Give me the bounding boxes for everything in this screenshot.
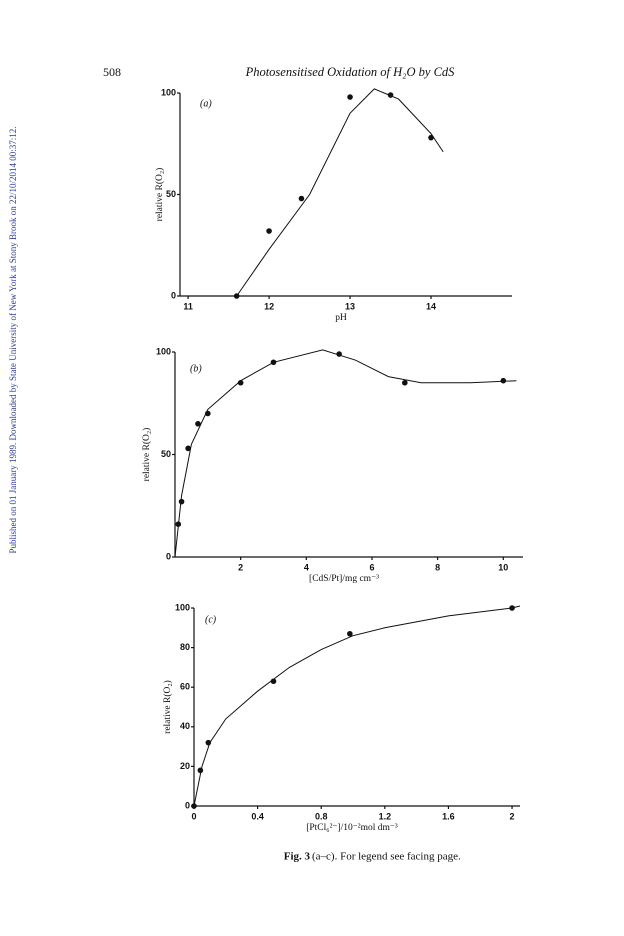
data-point (178, 498, 185, 505)
data-point (387, 92, 394, 98)
y-tick-label: 100 (175, 602, 190, 612)
x-tick-label: 11 (183, 301, 193, 311)
data-point (205, 410, 211, 417)
panel-label: (c) (205, 614, 217, 625)
x-tick-label: 4 (304, 562, 309, 572)
x-tick-label: 1.2 (379, 811, 392, 821)
x-tick-label: 14 (426, 301, 436, 311)
y-tick-label: 50 (166, 189, 176, 199)
data-point (191, 803, 197, 809)
x-tick-label: 0.8 (315, 811, 328, 821)
x-tick-label: 0.4 (251, 811, 264, 821)
data-point (175, 521, 182, 527)
y-tick-label: 0 (171, 290, 176, 300)
y-tick-label: 60 (180, 682, 190, 692)
y-tick-label: 20 (180, 761, 190, 771)
y-tick-label: 50 (161, 449, 171, 459)
data-point (500, 377, 507, 384)
data-point (336, 351, 342, 357)
x-tick-label: 6 (369, 562, 374, 572)
data-point (347, 630, 353, 637)
x-tick-label: 0 (191, 811, 196, 821)
x-tick-label: 12 (264, 301, 274, 311)
y-tick-label: 0 (166, 551, 171, 561)
x-tick-label: 13 (345, 301, 355, 311)
x-tick-label: 2 (510, 811, 515, 821)
data-point (270, 678, 277, 685)
y-axis-label: relative R(O₂) (162, 680, 173, 734)
panel-label: (b) (190, 363, 202, 374)
data-point (205, 739, 212, 746)
data-point (270, 359, 277, 366)
y-axis-label: relative R(O₂) (141, 428, 152, 482)
y-tick-label: 40 (180, 721, 190, 731)
page-number: 508 (103, 65, 121, 79)
y-tick-label: 80 (180, 642, 190, 652)
caption-label: Fig. 3 (284, 851, 311, 863)
side-note: Published on 01 January 1989. Downloaded… (8, 127, 18, 554)
x-tick-label: 8 (435, 562, 440, 572)
x-axis-label: [CdS/Pt]/mg cm⁻³ (309, 574, 379, 584)
x-tick-label: 10 (498, 562, 508, 572)
x-tick-label: 2 (238, 562, 243, 572)
fit-curve (174, 349, 517, 558)
data-point (266, 228, 272, 234)
data-point (347, 94, 353, 100)
y-tick-label: 0 (185, 800, 190, 810)
x-tick-label: 1.6 (442, 811, 455, 821)
x-axis-label: pH (335, 313, 347, 323)
panel-label: (a) (200, 98, 212, 109)
data-point (402, 379, 408, 386)
fit-curve (193, 605, 521, 807)
x-axis-label: [PtCl₆²⁻]/10⁻²mol dm⁻³ (306, 823, 398, 833)
y-axis-label: relative R(O₂) (154, 168, 165, 222)
running-title: Photosensitised Oxidation of H₂O by CdS (245, 65, 456, 79)
data-point (195, 420, 201, 427)
y-tick-label: 100 (156, 346, 171, 356)
data-point (237, 379, 244, 386)
y-tick-label: 100 (161, 87, 176, 97)
data-point (233, 293, 240, 299)
data-point (197, 767, 204, 774)
data-point (298, 195, 305, 202)
data-point (509, 605, 515, 611)
caption-text: (a–c). For legend see facing page. (312, 851, 461, 863)
fit-curve (236, 88, 444, 297)
data-point (185, 445, 191, 452)
data-point (428, 134, 434, 141)
